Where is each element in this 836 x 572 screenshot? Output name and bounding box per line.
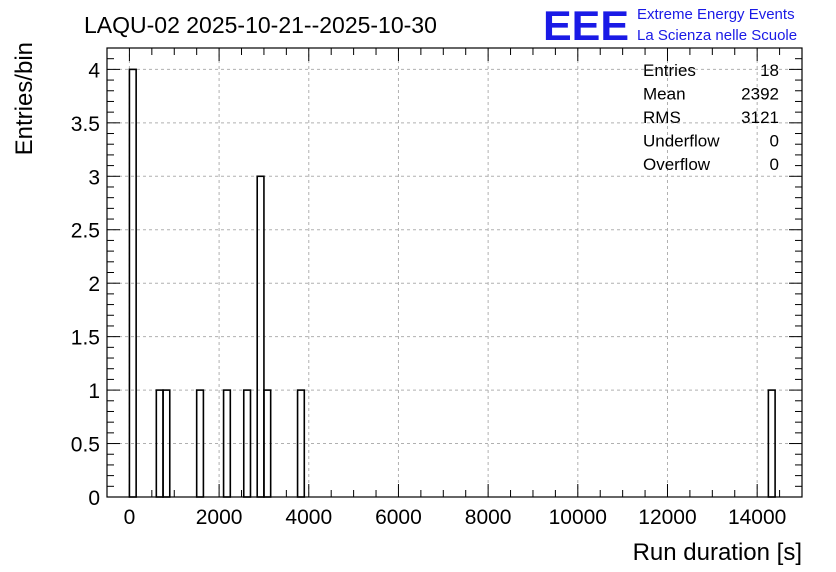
x-tick-labels: 0 2000 4000 6000 8000 10000 12000 14000 (124, 506, 787, 529)
x-tick-label: 0 (124, 506, 136, 529)
eee-logo-mark: EEE (543, 2, 629, 49)
x-axis-title: Run duration [s] (633, 539, 802, 566)
y-tick-label: 4 (88, 59, 100, 82)
x-tick-label: 10000 (549, 506, 607, 529)
grid-lines (107, 48, 802, 497)
y-tick-label: 0 (88, 487, 100, 510)
x-tick-label: 8000 (465, 506, 512, 529)
stats-label: RMS (643, 108, 681, 127)
x-tick-label: 14000 (728, 506, 786, 529)
y-tick-label: 3.5 (71, 113, 100, 136)
y-tick-label: 0.5 (71, 434, 100, 457)
stats-value: 0 (770, 132, 779, 151)
stats-value: 0 (770, 155, 779, 174)
histogram-bars (128, 68, 776, 498)
y-tick-label: 2 (88, 273, 100, 296)
stats-label: Mean (643, 85, 686, 104)
y-tick-label: 1.5 (71, 327, 100, 350)
y-axis-title: Entries/bin (11, 42, 38, 155)
y-tick-labels: 0 0.5 1 1.5 2 2.5 3 3.5 4 (71, 59, 101, 510)
axis-ticks (106, 47, 803, 498)
eee-logo-line1: Extreme Energy Events (637, 6, 795, 23)
x-tick-label: 4000 (285, 506, 332, 529)
x-tick-label: 2000 (196, 506, 243, 529)
stats-label: Overflow (643, 155, 711, 174)
stats-box: Entries 18 Mean 2392 RMS 3121 Underflow 0 Overfl… (643, 61, 779, 174)
stats-value: 18 (760, 61, 779, 80)
x-tick-label: 12000 (638, 506, 696, 529)
x-tick-label: 6000 (375, 506, 422, 529)
plot-frame (106, 47, 803, 498)
stats-value: 3121 (741, 108, 779, 127)
chart-title: LAQU-02 2025-10-21--2025-10-30 (84, 12, 437, 38)
stats-label: Entries (643, 61, 696, 80)
y-tick-label: 3 (88, 166, 100, 189)
eee-logo-line2: La Scienza nelle Scuole (637, 27, 797, 44)
y-tick-label: 1 (88, 380, 100, 403)
stats-label: Underflow (643, 132, 720, 151)
y-tick-label: 2.5 (71, 220, 100, 243)
stats-value: 2392 (741, 85, 779, 104)
eee-logo: EEE Extreme Energy Events La Scienza nel… (543, 2, 797, 49)
